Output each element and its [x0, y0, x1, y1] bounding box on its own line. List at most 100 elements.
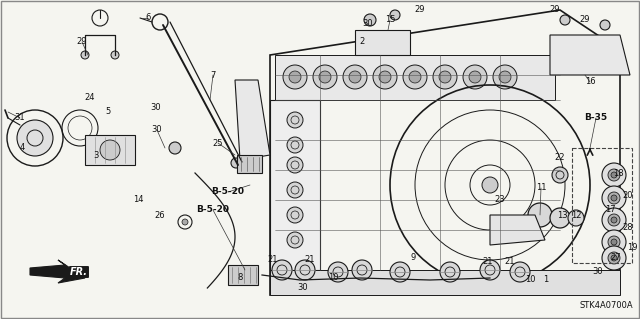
Circle shape [287, 157, 303, 173]
Text: 25: 25 [212, 138, 223, 147]
Circle shape [343, 65, 367, 89]
Text: 31: 31 [15, 114, 26, 122]
Circle shape [568, 210, 584, 226]
Circle shape [560, 15, 570, 25]
Circle shape [600, 20, 610, 30]
Polygon shape [85, 135, 135, 165]
Polygon shape [270, 100, 320, 270]
Circle shape [482, 177, 498, 193]
Text: 30: 30 [363, 19, 373, 28]
Text: 29: 29 [550, 5, 560, 14]
Polygon shape [30, 260, 85, 283]
Circle shape [611, 172, 617, 178]
Circle shape [349, 71, 361, 83]
Text: 28: 28 [623, 222, 634, 232]
Circle shape [602, 163, 626, 187]
Text: 29: 29 [580, 16, 590, 25]
Circle shape [287, 207, 303, 223]
Text: 22: 22 [555, 153, 565, 162]
Circle shape [499, 71, 511, 83]
Circle shape [231, 158, 241, 168]
Circle shape [611, 239, 617, 245]
Circle shape [169, 142, 181, 154]
Circle shape [287, 182, 303, 198]
Text: FR.: FR. [70, 267, 88, 277]
Circle shape [611, 195, 617, 201]
Text: 26: 26 [155, 211, 165, 219]
Circle shape [608, 214, 620, 226]
Text: 6: 6 [145, 13, 150, 23]
Circle shape [433, 65, 457, 89]
Text: 29: 29 [415, 5, 425, 14]
Circle shape [602, 186, 626, 210]
Circle shape [469, 71, 481, 83]
Text: 21: 21 [483, 257, 493, 266]
Text: 30: 30 [298, 283, 308, 292]
Text: 30: 30 [152, 125, 163, 135]
Circle shape [390, 262, 410, 282]
Text: 17: 17 [605, 205, 615, 214]
Polygon shape [228, 265, 258, 285]
Text: 27: 27 [611, 254, 621, 263]
Circle shape [111, 51, 119, 59]
Text: 19: 19 [627, 242, 637, 251]
Circle shape [480, 260, 500, 280]
Text: 4: 4 [19, 144, 24, 152]
Text: 21: 21 [305, 255, 316, 263]
Circle shape [510, 262, 530, 282]
Text: 21: 21 [505, 257, 515, 266]
Bar [572, 148, 632, 263]
Circle shape [403, 65, 427, 89]
Text: 29: 29 [77, 38, 87, 47]
Text: 21: 21 [268, 255, 278, 263]
Circle shape [608, 169, 620, 181]
Text: 24: 24 [84, 93, 95, 101]
Text: STK4A0700A: STK4A0700A [579, 300, 633, 309]
Polygon shape [550, 35, 630, 75]
Circle shape [611, 255, 617, 261]
Text: 2: 2 [360, 38, 365, 47]
Text: 30: 30 [593, 268, 604, 277]
Circle shape [328, 262, 348, 282]
Circle shape [390, 10, 400, 20]
Circle shape [611, 217, 617, 223]
Text: 12: 12 [571, 211, 581, 219]
Circle shape [182, 219, 188, 225]
Circle shape [409, 71, 421, 83]
Circle shape [439, 71, 451, 83]
Text: 13: 13 [557, 211, 567, 219]
Polygon shape [355, 30, 410, 55]
Circle shape [319, 71, 331, 83]
Circle shape [602, 208, 626, 232]
Polygon shape [490, 215, 545, 245]
Text: 8: 8 [237, 273, 243, 283]
Text: B-5-20: B-5-20 [196, 205, 230, 214]
Circle shape [493, 65, 517, 89]
Circle shape [313, 65, 337, 89]
Circle shape [287, 137, 303, 153]
Circle shape [81, 51, 89, 59]
Circle shape [17, 120, 53, 156]
Text: 1: 1 [543, 276, 548, 285]
Circle shape [552, 167, 568, 183]
Text: 30: 30 [150, 103, 161, 113]
Polygon shape [237, 155, 262, 173]
Circle shape [100, 140, 120, 160]
Circle shape [463, 65, 487, 89]
Circle shape [528, 203, 552, 227]
Text: 11: 11 [536, 183, 547, 192]
Circle shape [289, 71, 301, 83]
Text: 7: 7 [211, 70, 216, 79]
Circle shape [608, 252, 620, 264]
Circle shape [283, 65, 307, 89]
Text: 18: 18 [612, 168, 623, 177]
Text: B-5-20: B-5-20 [211, 188, 244, 197]
Text: 23: 23 [495, 196, 506, 204]
Circle shape [608, 236, 620, 248]
Circle shape [550, 208, 570, 228]
Polygon shape [235, 80, 270, 160]
Circle shape [287, 232, 303, 248]
Text: 15: 15 [385, 16, 396, 25]
Circle shape [287, 112, 303, 128]
Circle shape [295, 260, 315, 280]
